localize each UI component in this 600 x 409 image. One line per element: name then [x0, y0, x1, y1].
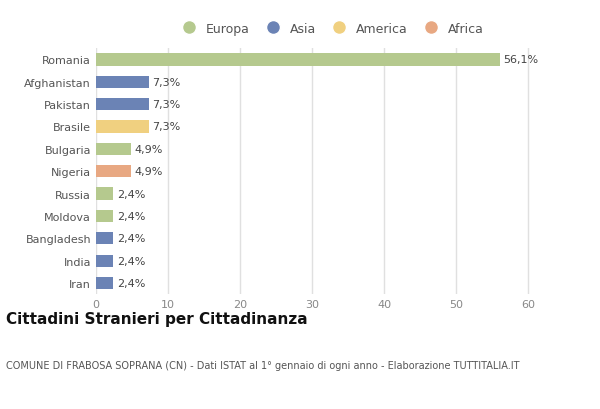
Bar — [96, 210, 113, 222]
Text: 56,1%: 56,1% — [503, 55, 539, 65]
Text: 2,4%: 2,4% — [117, 234, 145, 244]
Text: 2,4%: 2,4% — [117, 256, 145, 266]
Bar — [96, 233, 113, 245]
Bar — [96, 121, 149, 133]
Text: 4,9%: 4,9% — [135, 144, 163, 155]
Text: 4,9%: 4,9% — [135, 167, 163, 177]
Bar — [96, 166, 131, 178]
Text: 2,4%: 2,4% — [117, 279, 145, 288]
Legend: Europa, Asia, America, Africa: Europa, Asia, America, Africa — [173, 20, 487, 38]
Text: Cittadini Stranieri per Cittadinanza: Cittadini Stranieri per Cittadinanza — [6, 311, 308, 326]
Bar — [96, 143, 131, 155]
Text: 7,3%: 7,3% — [152, 78, 181, 88]
Text: 7,3%: 7,3% — [152, 100, 181, 110]
Bar — [96, 255, 113, 267]
Bar — [96, 54, 500, 66]
Text: 7,3%: 7,3% — [152, 122, 181, 132]
Bar — [96, 99, 149, 111]
Text: COMUNE DI FRABOSA SOPRANA (CN) - Dati ISTAT al 1° gennaio di ogni anno - Elabora: COMUNE DI FRABOSA SOPRANA (CN) - Dati IS… — [6, 360, 520, 370]
Bar — [96, 76, 149, 89]
Bar — [96, 277, 113, 290]
Bar — [96, 188, 113, 200]
Text: 2,4%: 2,4% — [117, 189, 145, 199]
Text: 2,4%: 2,4% — [117, 211, 145, 221]
